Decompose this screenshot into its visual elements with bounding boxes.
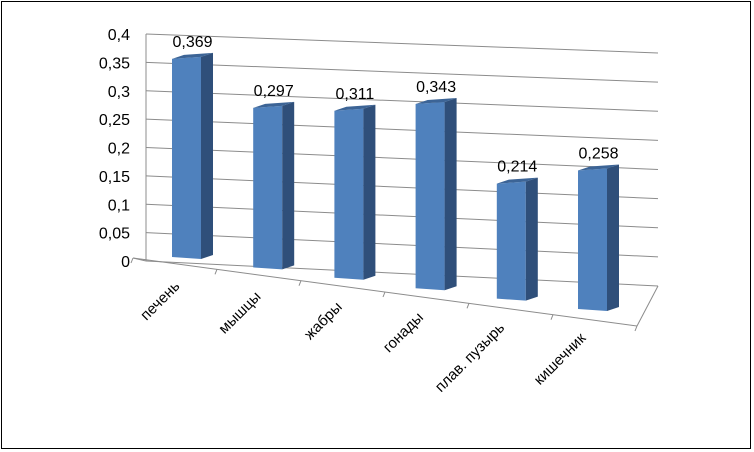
bar-front-5	[496, 181, 526, 301]
bar-side-1	[201, 52, 213, 259]
bar-front-3	[334, 108, 364, 280]
bar-top-5	[496, 177, 538, 184]
bar-top-2	[253, 101, 295, 108]
gridline	[145, 260, 659, 287]
gridline	[145, 118, 659, 141]
bar-front-1	[172, 56, 201, 259]
bar-top-1	[172, 52, 213, 59]
y-tick-label: 0	[121, 254, 130, 271]
y-tick-label: 0,4	[108, 27, 130, 44]
gridline	[145, 61, 659, 83]
bar-top-6	[578, 164, 619, 171]
data-label-3: 0,311	[335, 86, 374, 103]
category-label-6: кишечник	[531, 329, 590, 388]
x-axis-tick	[466, 303, 470, 309]
data-labels: 0,369 0,297 0,311 0,343 0,214 0,258	[172, 34, 618, 176]
category-label-4: гонады	[380, 309, 427, 356]
category-label-3: жабры	[301, 299, 346, 344]
y-tick-label: 0,35	[99, 55, 130, 72]
x-axis-tick	[550, 314, 554, 320]
bar-side-2	[282, 101, 295, 270]
data-label-5: 0,214	[497, 159, 537, 176]
x-axis-tick	[382, 291, 386, 298]
category-label-5: плав. пузырь	[432, 319, 508, 395]
floor-edge-right	[636, 285, 659, 327]
y-tick-label: 0,05	[99, 226, 130, 243]
category-label-2: мышцы	[215, 288, 264, 337]
y-tick-label: 0,2	[108, 141, 130, 158]
y-tick-label: 0,3	[108, 84, 130, 101]
y-tick-label: 0,1	[108, 197, 130, 214]
bars	[172, 52, 619, 311]
bar-top-4	[415, 98, 457, 105]
bar-front-6	[578, 168, 607, 311]
bar-front-2	[253, 105, 283, 270]
x-axis-tick	[298, 280, 302, 286]
bar-top-3	[334, 104, 376, 111]
y-axis-tick-labels: 0 0,05 0,1 0,15 0,2 0,25 0,3 0,35 0,4	[99, 27, 130, 271]
category-label-1: печень	[137, 278, 183, 324]
bar-chart: 0 0,05 0,1 0,15 0,2 0,25 0,3 0,35 0,4 0,369 0,297…	[99, 27, 659, 396]
gridlines	[130, 33, 659, 332]
bar-front-4	[415, 102, 445, 291]
data-label-1: 0,369	[172, 34, 212, 51]
x-axis-tick	[634, 325, 638, 332]
gridline	[145, 147, 659, 170]
bar-side-4	[444, 98, 457, 291]
gridline	[145, 90, 659, 112]
y-tick-label: 0,15	[99, 169, 130, 186]
bar-side-3	[363, 104, 376, 280]
gridline	[145, 232, 659, 258]
data-label-2: 0,297	[254, 83, 294, 100]
data-label-4: 0,343	[416, 79, 456, 96]
x-axis-tick	[130, 257, 134, 264]
gridline	[145, 175, 659, 200]
data-label-6: 0,258	[578, 145, 618, 162]
gridline	[145, 33, 659, 54]
bar-side-6	[607, 164, 619, 311]
gridline	[145, 203, 659, 229]
y-tick-label: 0,25	[99, 112, 130, 129]
x-axis-tick	[214, 269, 218, 275]
bar-side-5	[525, 177, 538, 301]
